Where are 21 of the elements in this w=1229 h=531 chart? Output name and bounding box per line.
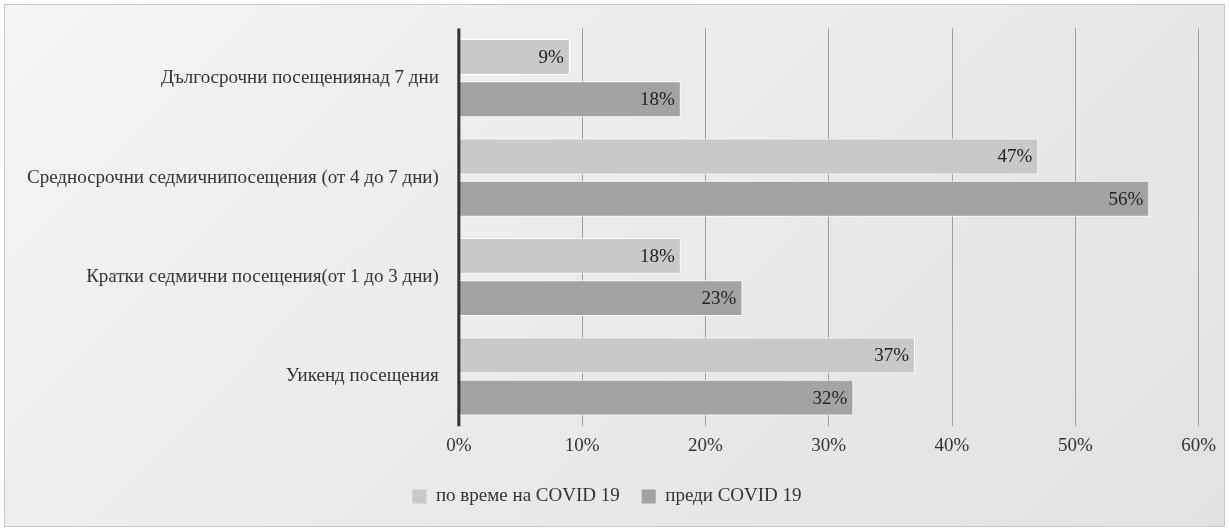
legend-label: по време на COVID 19 [435, 484, 620, 506]
x-tick-label: 0% [446, 433, 472, 455]
y-tick-label: Уикенд посещения [285, 364, 440, 386]
y-tick-label: Кратки седмични посещения(от 1 до 3 дни) [86, 265, 439, 288]
x-tick-label: 40% [934, 433, 970, 455]
x-tick-label: 30% [811, 433, 847, 455]
data-label: 37% [874, 344, 910, 366]
x-tick-label: 10% [564, 433, 600, 455]
data-label: 18% [639, 244, 675, 266]
data-label: 47% [997, 145, 1033, 167]
y-tick-label: Средносрочни седмичнипосещения (от 4 до 7 дни) [26, 165, 439, 188]
data-label: 23% [701, 287, 737, 309]
x-tick-label: 20% [688, 433, 724, 455]
data-label: 9% [538, 45, 564, 67]
x-tick-label: 60% [1181, 433, 1217, 455]
legend-label: преди COVID 19 [665, 484, 802, 506]
data-label: 18% [639, 88, 675, 110]
data-label: 32% [812, 386, 848, 408]
x-tick-label: 50% [1057, 433, 1093, 455]
data-label: 56% [1108, 187, 1144, 209]
y-tick-label: Дългосрочни посещениянад 7 дни [161, 66, 439, 88]
